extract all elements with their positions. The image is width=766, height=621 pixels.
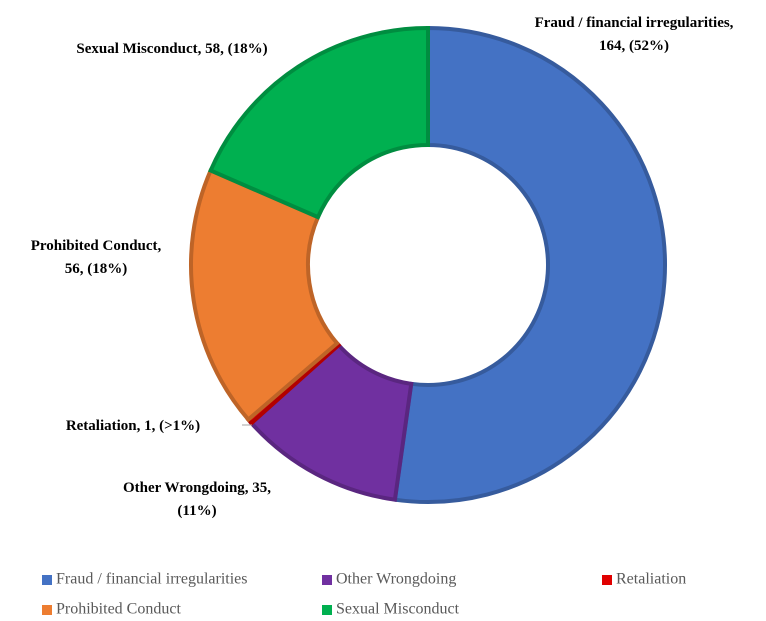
data-label: Other Wrongdoing, 35, <box>123 480 271 496</box>
data-label: Prohibited Conduct, <box>31 238 162 254</box>
legend-label: Fraud / financial irregularities <box>56 571 247 588</box>
legend-label: Prohibited Conduct <box>56 601 181 618</box>
legend-label: Sexual Misconduct <box>336 601 460 618</box>
donut-segment <box>392 25 667 504</box>
data-label: 56, (18%) <box>65 261 128 277</box>
legend-label: Retaliation <box>616 571 686 588</box>
legend-swatch <box>322 575 332 585</box>
data-label: 164, (52%) <box>599 38 669 54</box>
data-label: Fraud / financial irregularities, <box>535 15 734 31</box>
legend-label: Other Wrongdoing <box>336 571 456 588</box>
donut-segment <box>208 25 430 220</box>
legend-swatch <box>602 575 612 585</box>
data-label: Retaliation, 1, (>1%) <box>66 418 200 434</box>
legend-swatch <box>322 605 332 615</box>
data-label: (11%) <box>177 503 216 519</box>
donut-segment <box>189 167 340 423</box>
legend-swatch <box>42 575 52 585</box>
data-label: Sexual Misconduct, 58, (18%) <box>76 41 267 57</box>
legend-swatch <box>42 605 52 615</box>
